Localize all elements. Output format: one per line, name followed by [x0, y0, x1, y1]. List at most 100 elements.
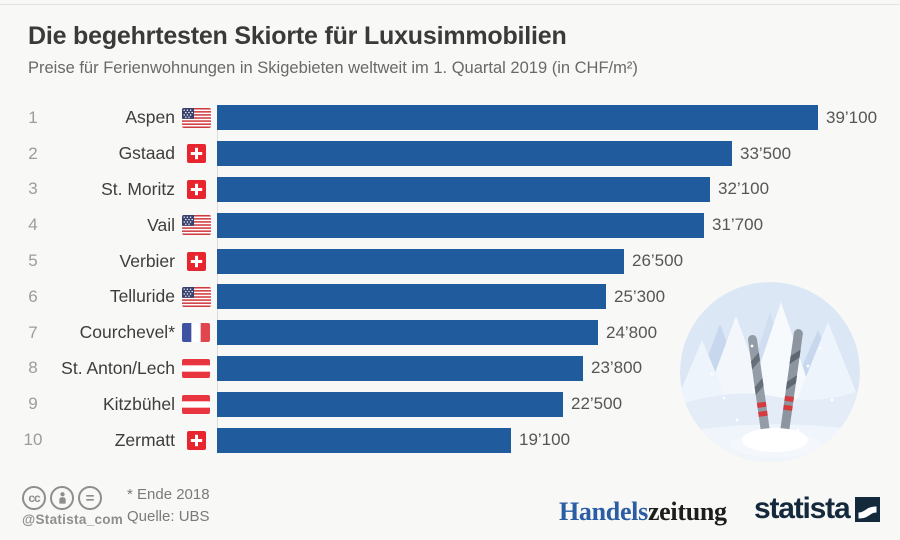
chart-row: 1 Aspen 39’100: [0, 100, 900, 136]
value-bar: [217, 284, 606, 310]
chart-row: 7 Courchevel* 24’800: [0, 315, 900, 351]
flag-cell: [175, 215, 217, 236]
bar-value: 33’500: [740, 143, 792, 163]
value-bar: [217, 176, 710, 202]
flag-fr-icon: [182, 323, 210, 343]
bar-value: 32’100: [718, 179, 770, 199]
bar-value: 23’800: [591, 358, 643, 378]
bar-value: 31’700: [712, 215, 764, 235]
rank-label: 4: [28, 215, 38, 235]
footnotes: * Ende 2018 Quelle: UBS: [127, 484, 210, 528]
value-bar: [217, 355, 583, 381]
rank-label: 5: [28, 251, 38, 271]
flag-cell: [175, 107, 217, 128]
flag-ch-icon: [186, 430, 206, 450]
chart-rows: 1 Aspen 39’100 2 Gstaad 33’500 3 St. Moritz 3…: [0, 100, 900, 458]
no-derivatives-icon: =: [78, 486, 102, 510]
chart-row: 2 Gstaad 33’500: [0, 136, 900, 172]
chart-row: 4 Vail 31’700: [0, 207, 900, 243]
flag-cell: [175, 358, 217, 378]
resort-label: St. Anton/Lech: [61, 357, 175, 378]
flag-at-icon: [182, 358, 210, 378]
rank-label: 8: [28, 358, 38, 378]
bar-cell: 25’300: [217, 284, 900, 310]
resort-label: St. Moritz: [101, 178, 175, 199]
flag-ch-icon: [186, 251, 206, 271]
rank-label: 6: [28, 286, 38, 306]
statista-wordmark: statista: [754, 492, 851, 525]
page-title: Die begehrtesten Skiorte für Luxusimmobi…: [28, 22, 567, 50]
chart-row: 3 St. Moritz 32’100: [0, 172, 900, 208]
flag-at-icon: [182, 394, 210, 414]
bar-value: 26’500: [632, 251, 684, 271]
chart-row: 6 Telluride 25’300: [0, 279, 900, 315]
flag-cell: [175, 430, 217, 450]
cc-license: cc =: [22, 486, 102, 510]
rank-label: 10: [23, 430, 43, 450]
chart-row: 8 St. Anton/Lech 23’800: [0, 351, 900, 387]
statista-glyph-icon: [855, 496, 881, 522]
flag-cell: [175, 286, 217, 307]
axis-line: [217, 105, 218, 453]
page-subtitle: Preise für Ferienwohnungen in Skigebiete…: [28, 59, 638, 77]
bar-cell: 32’100: [217, 176, 900, 202]
flag-us-icon: [181, 107, 211, 128]
value-bar: [217, 212, 704, 238]
flag-us-icon: [181, 286, 211, 307]
value-bar: [217, 248, 624, 274]
resort-label: Verbier: [119, 250, 175, 271]
chart-row: 10 Zermatt 19’100: [0, 422, 900, 458]
value-bar: [217, 320, 598, 346]
resort-label: Zermatt: [114, 429, 175, 450]
chart-row: 9 Kitzbühel 22’500: [0, 386, 900, 422]
flag-cell: [175, 323, 217, 343]
bar-cell: 19’100: [217, 427, 900, 453]
bar-value: 24’800: [606, 322, 658, 342]
flag-us-icon: [181, 215, 211, 236]
rank-label: 7: [28, 322, 38, 342]
chart-row: 5 Verbier 26’500: [0, 243, 900, 279]
resort-label: Vail: [147, 214, 175, 235]
flag-ch-icon: [186, 179, 206, 199]
bar-value: 19’100: [519, 430, 571, 450]
rank-label: 1: [28, 107, 38, 127]
bar-cell: 23’800: [217, 355, 900, 381]
flag-cell: [175, 394, 217, 414]
resort-label: Courchevel*: [79, 322, 175, 343]
flag-cell: [175, 144, 217, 164]
top-divider: [0, 4, 900, 5]
handelszeitung-logo-part1: Handels: [559, 497, 648, 526]
bar-cell: 26’500: [217, 248, 900, 274]
flag-cell: [175, 251, 217, 271]
statista-handle[interactable]: @Statista_com: [22, 512, 124, 527]
value-bar: [217, 391, 563, 417]
statista-logo[interactable]: statista: [754, 492, 881, 526]
rank-label: 3: [28, 179, 38, 199]
handelszeitung-logo[interactable]: Handelszeitung: [559, 497, 727, 527]
attribution-icon: [50, 486, 74, 510]
resort-label: Gstaad: [118, 143, 175, 164]
ski-badge-icon: [680, 282, 860, 462]
value-bar: [217, 427, 511, 453]
flag-cell: [175, 179, 217, 199]
bar-value: 22’500: [571, 394, 623, 414]
bar-cell: 22’500: [217, 391, 900, 417]
cc-icon: cc: [22, 486, 46, 510]
resort-label: Kitzbühel: [103, 393, 175, 414]
value-bar: [217, 141, 732, 167]
bar-value: 39’100: [826, 107, 878, 127]
bar-cell: 31’700: [217, 212, 900, 238]
value-bar: [217, 105, 818, 131]
source: Quelle: UBS: [127, 508, 210, 525]
rank-label: 2: [28, 143, 38, 163]
handelszeitung-logo-part2: zeitung: [647, 497, 727, 526]
rank-label: 9: [28, 394, 38, 414]
flag-ch-icon: [186, 144, 206, 164]
bar-value: 25’300: [614, 286, 666, 306]
ski-illustration: [680, 282, 860, 462]
resort-label: Telluride: [109, 286, 175, 307]
footnote: * Ende 2018: [127, 486, 210, 503]
resort-label: Aspen: [125, 107, 175, 128]
bar-cell: 39’100: [217, 105, 900, 131]
